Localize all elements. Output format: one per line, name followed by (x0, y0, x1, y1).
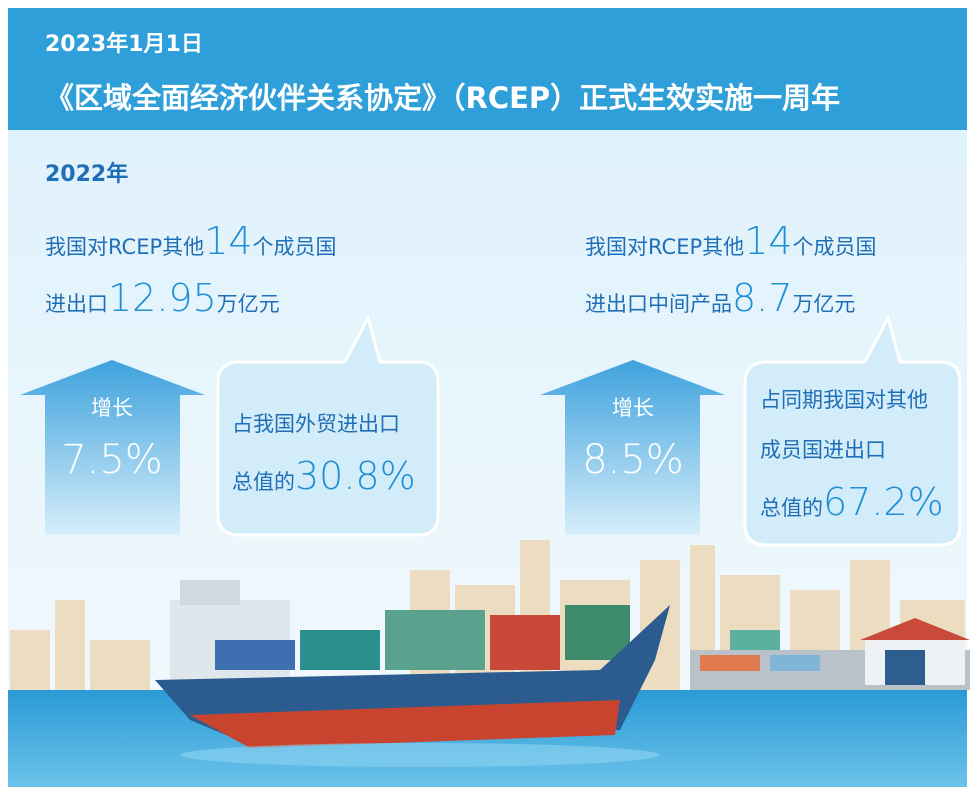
text: 进出口 (45, 292, 108, 316)
bubble-text: 总值的67.2% (760, 483, 944, 521)
bubble-text: 成员国进出口 (760, 438, 886, 462)
bubble-left (216, 313, 440, 537)
arrow-value: 7.5% (61, 437, 163, 483)
number: 14 (204, 219, 253, 263)
text: 总值的 (232, 470, 295, 494)
text: 万亿元 (216, 292, 280, 316)
text: 万亿元 (792, 292, 856, 316)
bubble-text: 总值的30.8% (232, 457, 416, 495)
text: 进出口中间产品 (585, 292, 732, 316)
port (690, 618, 970, 690)
number: 30.8% (295, 454, 416, 498)
number: 67.2% (823, 480, 944, 524)
number: 14 (744, 219, 793, 263)
bubble-text: 占同期我国对其他 (760, 388, 928, 412)
bubble-right (743, 313, 962, 547)
title: 《区域全面经济伙伴关系协定》（RCEP）正式生效实施一周年 (45, 81, 841, 115)
left-line2: 进出口12.95万亿元 (45, 279, 280, 317)
right-line1: 我国对RCEP其他14个成员国 (585, 222, 877, 260)
arrow-right (540, 360, 725, 535)
arrow-label: 增长 (612, 396, 654, 420)
left-line1: 我国对RCEP其他14个成员国 (45, 222, 337, 260)
arrow-label: 增长 (91, 396, 133, 420)
year: 2022年 (45, 162, 129, 187)
arrow-left (20, 360, 205, 535)
text: 个成员国 (792, 235, 877, 259)
arrow-value: 8.5% (582, 437, 684, 483)
text: 个成员国 (252, 235, 337, 259)
right-line2: 进出口中间产品8.7万亿元 (585, 279, 855, 317)
text: 我国对RCEP其他 (585, 235, 745, 259)
ship (155, 580, 670, 767)
header-band (8, 8, 967, 130)
text: 总值的 (760, 496, 823, 520)
text: 我国对RCEP其他 (45, 235, 205, 259)
date: 2023年1月1日 (45, 32, 203, 57)
number: 8.7 (732, 276, 793, 320)
number: 12.95 (108, 276, 217, 320)
bubble-text: 占我国外贸进出口 (232, 412, 400, 436)
